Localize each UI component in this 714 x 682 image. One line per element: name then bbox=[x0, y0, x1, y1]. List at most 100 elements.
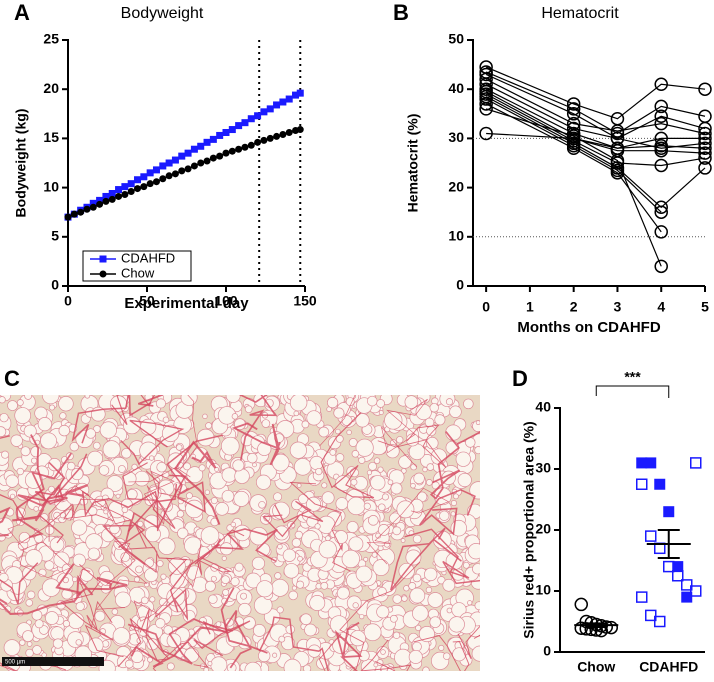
cell bbox=[404, 395, 419, 409]
fibrosis bbox=[404, 528, 480, 585]
cell bbox=[467, 542, 480, 560]
marker bbox=[698, 121, 712, 136]
fibrosis bbox=[166, 434, 223, 513]
cell bbox=[368, 461, 377, 471]
fibrosis bbox=[381, 398, 428, 468]
marker bbox=[654, 615, 666, 628]
marker bbox=[171, 170, 179, 178]
cell bbox=[230, 521, 236, 528]
marker bbox=[184, 149, 192, 157]
cell bbox=[293, 410, 300, 417]
cell bbox=[59, 412, 67, 420]
cell bbox=[366, 470, 373, 476]
marker bbox=[654, 158, 668, 173]
cell bbox=[289, 395, 308, 412]
cell bbox=[351, 450, 360, 458]
fibrosis bbox=[0, 506, 11, 537]
marker bbox=[102, 197, 110, 205]
fibrosis bbox=[238, 395, 278, 461]
marker bbox=[190, 145, 198, 153]
cell bbox=[244, 405, 253, 414]
x-tick-label: CDAHFD bbox=[639, 659, 698, 675]
cell bbox=[114, 591, 132, 608]
cell bbox=[52, 638, 64, 649]
cell bbox=[347, 496, 366, 516]
cell bbox=[315, 467, 323, 476]
marker bbox=[222, 149, 230, 157]
cell bbox=[34, 619, 44, 629]
cell bbox=[257, 441, 272, 456]
cell bbox=[204, 489, 210, 495]
cell bbox=[221, 489, 235, 503]
fibrosis bbox=[262, 500, 324, 538]
cell bbox=[306, 496, 322, 512]
cell bbox=[62, 620, 71, 628]
series-line bbox=[485, 78, 706, 135]
fibrosis bbox=[133, 557, 200, 622]
cell bbox=[203, 667, 209, 671]
cell bbox=[0, 426, 7, 438]
cell bbox=[455, 451, 471, 467]
marker bbox=[70, 210, 78, 218]
y-tick-label: 10 bbox=[43, 178, 59, 194]
cell bbox=[296, 483, 302, 488]
cell bbox=[47, 458, 62, 472]
cell bbox=[23, 424, 37, 438]
cell bbox=[121, 506, 129, 514]
cell bbox=[291, 538, 302, 548]
marker bbox=[254, 138, 262, 146]
cell bbox=[409, 587, 426, 604]
marker bbox=[247, 141, 255, 149]
cell bbox=[69, 442, 79, 452]
fibrosis bbox=[124, 523, 188, 577]
marker bbox=[698, 82, 712, 96]
cell bbox=[422, 666, 430, 671]
cell bbox=[434, 414, 446, 426]
y-tick-label: 20 bbox=[43, 80, 59, 96]
fibrosis bbox=[413, 635, 470, 671]
cell bbox=[298, 493, 309, 505]
marker bbox=[83, 205, 91, 213]
cell bbox=[358, 456, 366, 464]
series-line bbox=[485, 91, 706, 154]
marker bbox=[574, 621, 588, 635]
cell bbox=[41, 652, 47, 658]
cell bbox=[53, 511, 61, 520]
marker bbox=[672, 561, 684, 573]
cell bbox=[67, 612, 85, 630]
fibrosis bbox=[231, 422, 281, 466]
cell bbox=[140, 596, 149, 605]
cell bbox=[405, 549, 422, 566]
cell bbox=[183, 462, 191, 471]
cell bbox=[320, 581, 329, 590]
cell bbox=[301, 420, 310, 429]
marker bbox=[99, 255, 107, 263]
cell bbox=[134, 470, 150, 487]
cell bbox=[251, 556, 266, 570]
fibrosis bbox=[197, 529, 245, 575]
y-axis-label: Sirius red+ proportional area (%) bbox=[521, 421, 537, 638]
marker bbox=[254, 112, 262, 120]
fibrosis bbox=[120, 419, 185, 466]
marker bbox=[663, 506, 675, 518]
marker bbox=[115, 192, 123, 200]
cell bbox=[71, 576, 78, 583]
cell bbox=[425, 478, 433, 486]
marker bbox=[89, 199, 97, 207]
fibrosis bbox=[319, 395, 356, 447]
legend-label: Chow bbox=[121, 265, 155, 280]
panel-label: A bbox=[14, 0, 30, 25]
y-tick-label: 30 bbox=[535, 460, 551, 476]
marker bbox=[654, 131, 668, 146]
cell bbox=[352, 602, 359, 609]
cell bbox=[384, 411, 403, 430]
cell bbox=[16, 399, 24, 407]
cell bbox=[44, 560, 55, 571]
y-tick-label: 5 bbox=[51, 228, 59, 244]
cell bbox=[22, 566, 37, 581]
marker bbox=[209, 154, 217, 162]
x-axis-label: Months on CDAHFD bbox=[517, 319, 660, 336]
marker bbox=[159, 175, 167, 183]
cell bbox=[225, 395, 241, 403]
